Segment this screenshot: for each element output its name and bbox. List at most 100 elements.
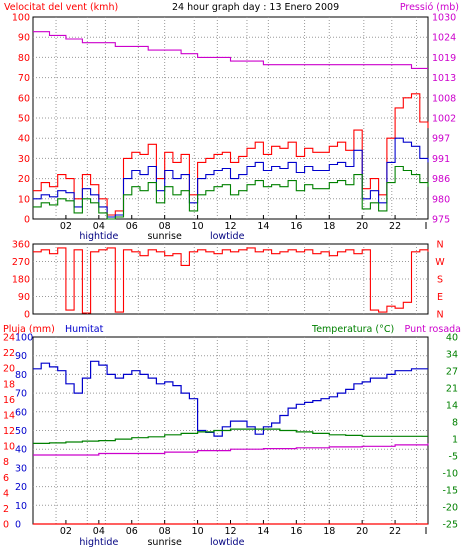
panel3-rain-tick: 8: [3, 457, 9, 468]
panel1-right-tick: 1030: [432, 13, 456, 24]
panel1-left-tick: 20: [18, 174, 30, 185]
panel1-left-tick: 30: [18, 154, 30, 165]
panel3-humidity-tick: 70: [15, 389, 27, 400]
panel1-left-tick: 40: [18, 134, 30, 145]
panel3-marker-hightide: hightide: [79, 537, 118, 548]
panel2-left-tick: 360: [12, 240, 30, 251]
panel3-temperature-tick: 40: [446, 333, 458, 344]
panel3-humidity-tick: 60: [15, 407, 27, 418]
panel3-marker-sunrise: sunrise: [147, 537, 181, 548]
panel3-humidity-tick: 40: [15, 445, 27, 456]
panel1-xtick-label: 02: [60, 221, 72, 232]
panel3-xtick-label: 06: [126, 526, 138, 537]
panel1-xtick-label: 18: [323, 221, 335, 232]
panel3-temperature-tick: 8: [452, 418, 458, 429]
pressure-axis-title: Pressió (mb): [400, 2, 459, 13]
panel3-humidity-tick: 20: [15, 482, 27, 493]
panel1-right-tick: 1013: [432, 73, 456, 84]
panel2-left-tick: 0: [24, 310, 30, 321]
panel1-xtick-label: 10: [192, 221, 204, 232]
panel1-xtick-label: 22: [389, 221, 401, 232]
panel2-left-tick: 90: [18, 292, 30, 303]
panel1-xtick-label: 12: [224, 221, 236, 232]
panel3-rain-tick: 24: [3, 333, 15, 344]
panel3-rain-tick: 14: [3, 410, 15, 421]
panel3-xtick-label: 16: [290, 526, 302, 537]
tick-label-layer: 0102030405060708090100975980986991997100…: [3, 13, 458, 549]
panel3-rain-tick: 16: [3, 395, 15, 406]
panel1-marker-lowtide: lowtide: [210, 231, 245, 242]
panel3-rain-tick: 22: [3, 348, 15, 359]
dewpoint-axis-title: Punt rosada: [405, 324, 461, 335]
panel2-right-tick: N: [436, 240, 443, 251]
panel3-humidity-tick: 30: [15, 463, 27, 474]
panel2-right-tick: E: [437, 292, 443, 303]
wind-speed-axis-title: Velocitat del vent (kmh): [4, 2, 118, 13]
panel3-xtick-label: 18: [323, 526, 335, 537]
pressure-line: [33, 31, 428, 69]
panel1-right-tick: 991: [432, 154, 450, 165]
panel1-left-tick: 80: [18, 53, 30, 64]
humidity-axis-title: Humitat: [65, 324, 104, 335]
panel3-xtick-label: 04: [93, 526, 105, 537]
humidity-line: [33, 360, 428, 437]
panel1-xtick-label: 08: [159, 221, 171, 232]
panel1-xtick-label: 04: [93, 221, 105, 232]
panel3-marker-lowtide: lowtide: [210, 537, 245, 548]
panel1-right-tick: 1002: [432, 114, 456, 125]
panel1-right-tick: 975: [432, 215, 450, 226]
rain-axis-title: Pluja (mm): [3, 324, 55, 335]
panel1-right-tick: 1008: [432, 93, 456, 104]
panel1-right-tick: 980: [432, 194, 450, 205]
panel1-xtick-label: 06: [126, 221, 138, 232]
panel3-xtick-label: 14: [257, 526, 269, 537]
panel3-rain-tick: 6: [3, 473, 9, 484]
panel1-marker-sunrise: sunrise: [147, 231, 181, 242]
dewpoint-line: [33, 443, 429, 456]
chart-title: 24 hour graph day : 13 Enero 2009: [172, 2, 339, 13]
panel1-left-tick: 50: [18, 114, 30, 125]
panel3-temperature-tick: -20: [442, 503, 458, 514]
panel3-rain-tick: 12: [3, 426, 15, 437]
panel3-temperature-tick: -15: [442, 486, 458, 497]
panel1-left-tick: 90: [18, 33, 30, 44]
panel1-xtick-label: 20: [356, 221, 368, 232]
panel3-temperature-tick: 1: [452, 435, 458, 446]
temperature-line: [33, 428, 428, 444]
panel3-humidity-tick: 0: [15, 520, 21, 531]
panel3-xtick-label: 02: [60, 526, 72, 537]
panel3-rain-tick: 18: [3, 379, 15, 390]
panel3-temperature-tick: -10: [442, 469, 458, 480]
panel3-humidity-tick: 90: [15, 351, 27, 362]
wind-low-line: [33, 165, 429, 220]
panel3-temperature-tick: 21: [446, 384, 458, 395]
panel1-marker-hightide: hightide: [79, 231, 118, 242]
panel3-temperature-tick: 14: [446, 401, 458, 412]
panel3-temperature-tick: -25: [442, 520, 458, 531]
panel3-rain-tick: 4: [3, 488, 9, 499]
panel1-left-tick: 10: [18, 194, 30, 205]
panel2-right-tick: W: [435, 257, 445, 268]
panel1-left-tick: 70: [18, 73, 30, 84]
panel2-right-tick: S: [437, 275, 443, 286]
panel3-xtick-label: 20: [356, 526, 368, 537]
panel2-left-tick: 180: [12, 275, 30, 286]
panel3-humidity-tick: 80: [15, 370, 27, 381]
panel1-left-tick: 100: [12, 13, 30, 24]
panel3-xtick-label: 12: [224, 526, 236, 537]
panel1-right-tick: 986: [432, 174, 450, 185]
panel3-rain-tick: 0: [3, 520, 9, 531]
panel3-humidity-tick: 10: [15, 501, 27, 512]
series-layer: [33, 31, 429, 525]
panel1-left-tick: 60: [18, 93, 30, 104]
panel3-rain-tick: 10: [3, 442, 15, 453]
panel3-humidity-tick: 50: [15, 426, 27, 437]
panel2-right-tick: N: [436, 310, 443, 321]
panel3-rain-tick: 20: [3, 364, 15, 375]
panel1-right-tick: 1024: [432, 33, 456, 44]
panel1-right-tick: 1019: [432, 53, 456, 64]
panel2-left-tick: 270: [12, 257, 30, 268]
panel3-humidity-tick: 100: [15, 333, 33, 344]
